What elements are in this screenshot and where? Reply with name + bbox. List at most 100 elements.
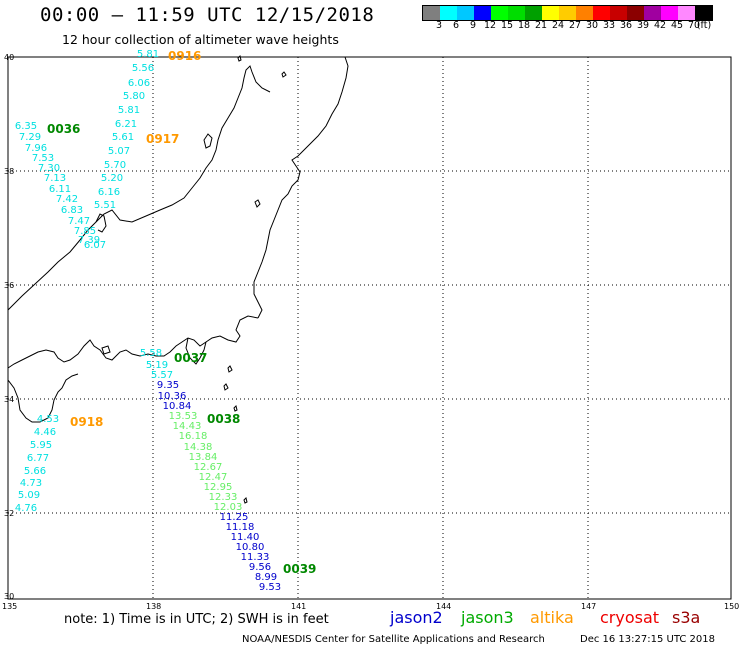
sat-s3a: s3a: [672, 608, 701, 627]
wave-height-label: 5.19: [146, 360, 168, 371]
wave-height-label: 12.95: [204, 482, 233, 493]
legend-label: 45: [670, 20, 684, 31]
legend-label: 3: [435, 20, 443, 31]
wave-height-label: 4.73: [20, 478, 42, 489]
legend-swatch: [542, 6, 559, 20]
wave-height-label: 14.38: [184, 442, 213, 453]
wave-height-label: 4.46: [34, 427, 56, 438]
credit-line: NOAA/NESDIS Center for Satellite Applica…: [242, 634, 715, 645]
wave-height-label: 5.07: [108, 146, 130, 157]
wave-height-label: 7.42: [56, 194, 78, 205]
lat-label-38: 38: [4, 167, 15, 176]
lat-label-36: 36: [4, 281, 15, 290]
legend-swatch: [661, 6, 678, 20]
legend-label: 6: [452, 20, 460, 31]
wave-height-label: 6.16: [98, 187, 120, 198]
legend-label: 15: [500, 20, 514, 31]
wave-height-label: 8.99: [255, 572, 277, 583]
legend-swatch: [423, 6, 440, 20]
legend-label: 70: [687, 20, 701, 31]
wave-height-label: 12.33: [209, 492, 238, 503]
legend-swatch: [644, 6, 661, 20]
wave-height-label: 10.84: [163, 401, 192, 412]
wave-height-label: 10.80: [236, 542, 265, 553]
legend-label: 36: [619, 20, 633, 31]
legend-swatch: [440, 6, 457, 20]
legend-label: 27: [568, 20, 582, 31]
wave-height-label: 7.53: [32, 153, 54, 164]
lat-label-40: 40: [4, 53, 15, 62]
wave-height-label: 6.83: [61, 205, 83, 216]
pass-time-labels: 0916 0917 0036 0037 0038 0918 0039: [47, 49, 316, 576]
wave-height-label: 7.30: [38, 163, 60, 174]
lon-label-135: 135: [2, 602, 18, 611]
sat-jason2: jason2: [390, 608, 443, 627]
wave-height-label: 7.13: [44, 173, 66, 184]
legend-swatch: [610, 6, 627, 20]
legend-swatch: [627, 6, 644, 20]
wave-height-label: 9.53: [259, 582, 281, 593]
legend-label: 33: [602, 20, 616, 31]
pass-time-label: 0037: [174, 351, 207, 365]
wave-height-label: 7.47: [68, 216, 90, 227]
graticule: [8, 57, 731, 599]
wave-height-label: 5.20: [101, 173, 123, 184]
wave-height-label: 11.18: [226, 522, 255, 533]
wave-height-label: 5.58: [140, 348, 162, 359]
pass-time-label: 0039: [283, 562, 316, 576]
altimeter-tracks: 5.81 5.56 6.06 5.80 5.81 6.21 5.61 5.07 5.70 5.20…: [15, 49, 281, 593]
legend-swatch: [559, 6, 576, 20]
wave-height-label: 12.67: [194, 462, 223, 473]
legend-swatch: [576, 6, 593, 20]
legend-label: 42: [653, 20, 667, 31]
wave-height-label: 11.25: [220, 512, 249, 523]
lat-label-32: 32: [4, 509, 15, 518]
wave-height-label: 5.56: [132, 63, 154, 74]
legend-label: 39: [636, 20, 650, 31]
sat-cryosat: cryosat: [600, 608, 660, 627]
wave-height-label: 5.81: [118, 105, 140, 116]
lon-label-138: 138: [146, 602, 162, 611]
wave-height-label: 4.76: [15, 503, 37, 514]
lon-label-147: 147: [581, 602, 597, 611]
legend-swatch: [457, 6, 474, 20]
wave-height-label: 6.21: [115, 119, 137, 130]
wave-height-label: 5.61: [112, 132, 134, 143]
legend-label: 18: [517, 20, 531, 31]
wave-height-label: 6.35: [15, 121, 37, 132]
pass-time-label: 0917: [146, 132, 179, 146]
wave-height-label: 5.95: [30, 440, 52, 451]
wave-height-label: 5.51: [94, 200, 116, 211]
legend-swatch: [678, 6, 695, 20]
lon-label-144: 144: [436, 602, 452, 611]
wave-height-label: 11.33: [241, 552, 270, 563]
lon-label-150: 150: [724, 602, 740, 611]
pass-time-label: 0036: [47, 122, 80, 136]
wave-height-label: 5.66: [24, 466, 46, 477]
wave-height-label: 16.18: [179, 431, 208, 442]
legend-swatch: [491, 6, 508, 20]
lon-label-141: 141: [291, 602, 307, 611]
map-subtitle: 12 hour collection of altimeter wave hei…: [62, 32, 339, 47]
wave-height-label: 11.40: [231, 532, 260, 543]
wave-height-label: 6.06: [128, 78, 150, 89]
map-frame: [7, 56, 732, 600]
wave-height-label: 6.11: [49, 184, 71, 195]
legend-swatch: [508, 6, 525, 20]
lat-label-30: 30: [4, 592, 15, 601]
wave-height-label: 5.81: [137, 49, 159, 60]
wave-height-label: 10.36: [158, 391, 187, 402]
sat-altika: altika: [530, 608, 574, 627]
credit-timestamp: Dec 16 13:27:15 UTC 2018: [580, 634, 715, 645]
color-scale-legend: [422, 5, 713, 21]
wave-height-label: 9.56: [249, 562, 271, 573]
pass-time-label: 0038: [207, 412, 240, 426]
pass-time-label: 0916: [168, 49, 201, 63]
wave-height-label: 5.09: [18, 490, 40, 501]
legend-swatch: [695, 6, 712, 20]
wave-height-label: 14.43: [173, 421, 202, 432]
legend-swatch: [474, 6, 491, 20]
lat-label-34: 34: [4, 395, 15, 404]
wave-height-label: 9.35: [157, 380, 179, 391]
